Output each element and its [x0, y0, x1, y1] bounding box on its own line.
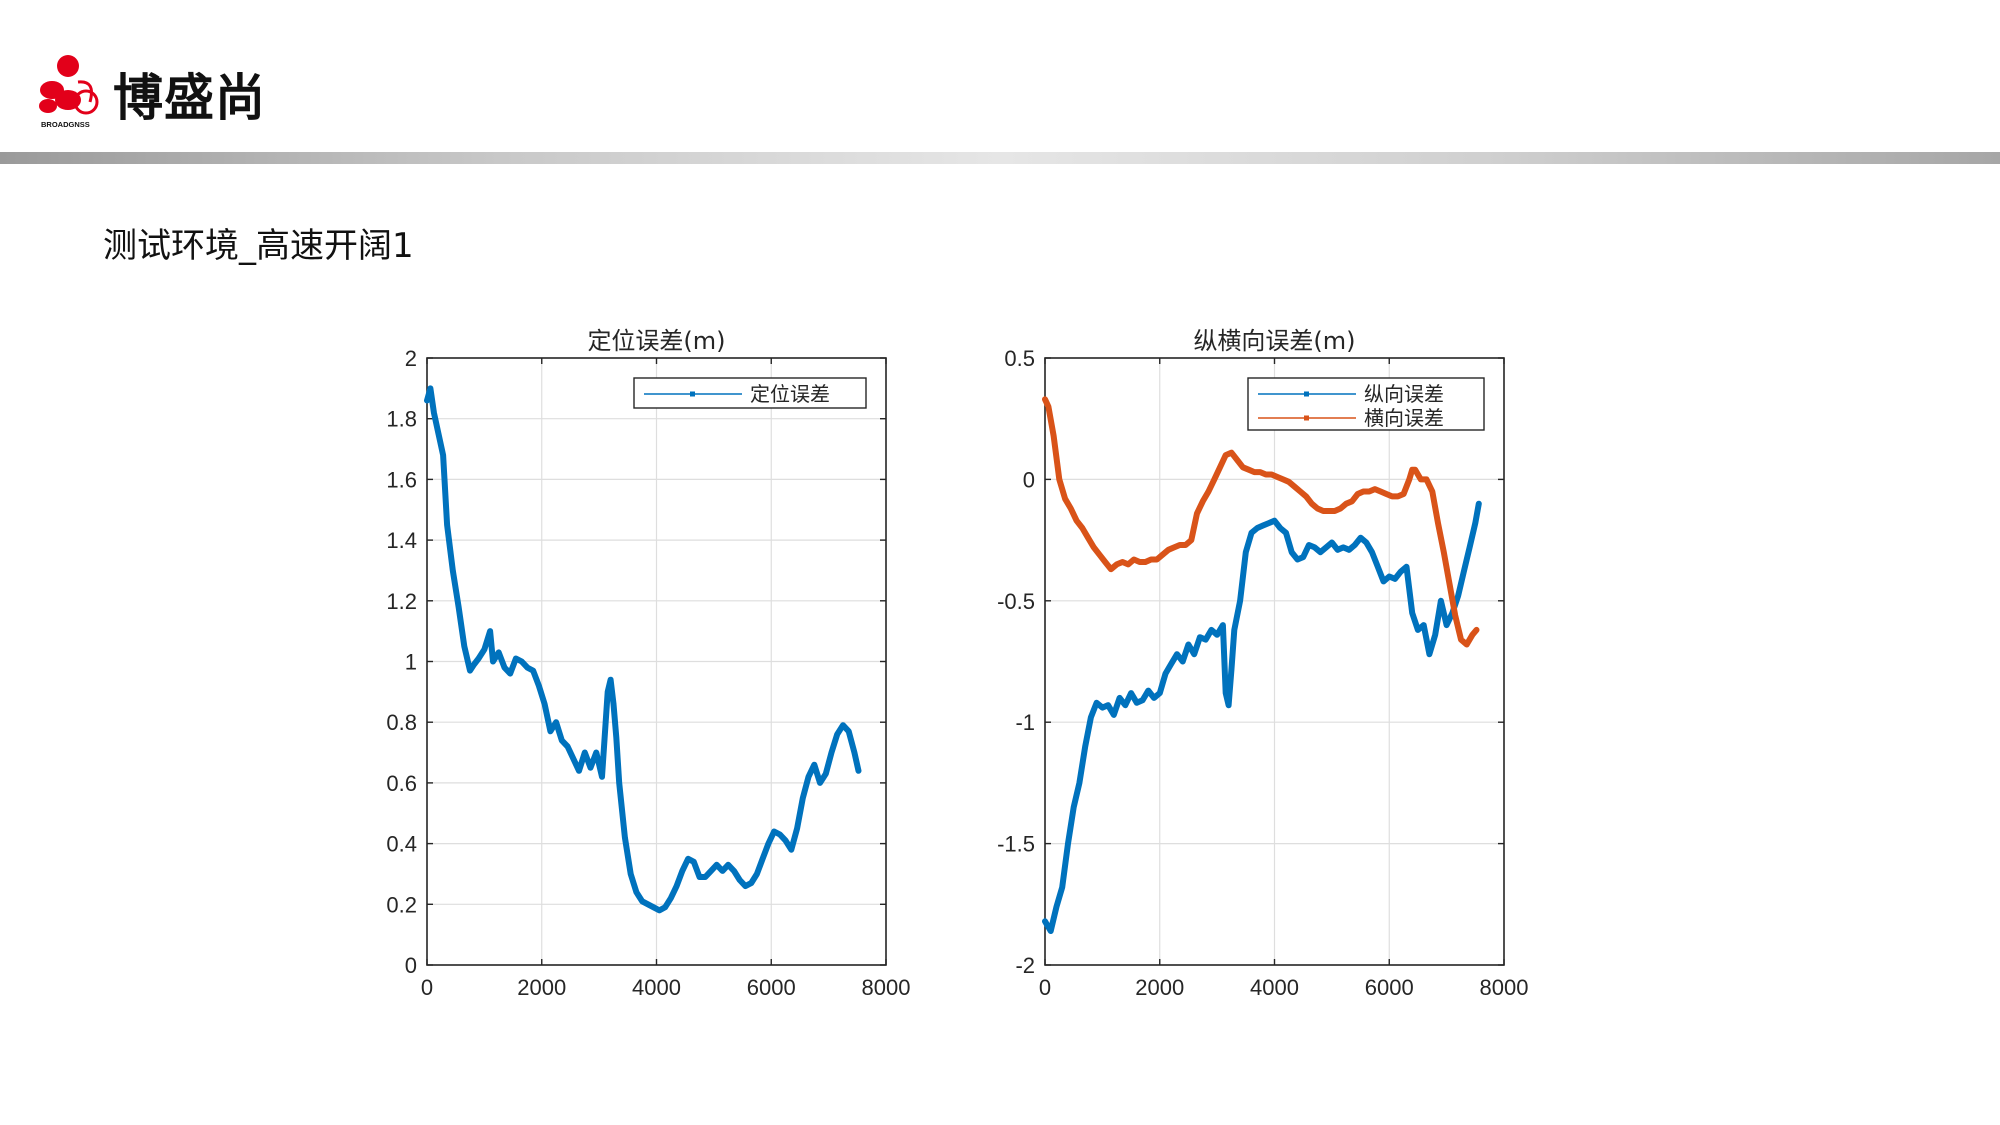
y-tick-label: 1.2: [386, 589, 417, 614]
x-tick-label: 2000: [1135, 975, 1184, 1000]
x-tick-label: 0: [421, 975, 433, 1000]
y-tick-label: 2: [405, 346, 417, 371]
legend-label: 纵向误差: [1364, 382, 1444, 406]
y-tick-label: -0.5: [997, 589, 1035, 614]
y-tick-label: -1.5: [997, 832, 1035, 857]
slide-title: 测试环境_高速开阔1: [103, 226, 414, 266]
chart-lon-lat-error: 0 2000 4000 6000 8000 -2 -1.5 -1 -0.5 0 0.5 纵横向误差(m…: [997, 327, 1528, 1000]
x-tick-label: 8000: [1480, 975, 1529, 1000]
y-tick-label: 0.6: [386, 771, 417, 796]
brand-name: 博盛尚: [113, 69, 266, 127]
legend-label: 定位误差: [750, 382, 830, 406]
y-tick-label: 1.8: [386, 407, 417, 432]
x-tick-label: 6000: [747, 975, 796, 1000]
x-tick-label: 4000: [632, 975, 681, 1000]
y-tick-label: 0: [405, 953, 417, 978]
series-line-1: [424, 385, 862, 914]
y-tick-label: 1.4: [386, 528, 417, 553]
y-tick-label: 0: [1023, 467, 1035, 492]
chart-position-error: 0 2000 4000 6000 8000 0 0.2 0.4 0.6 0.8 1 1.2 1.4 1.6…: [386, 327, 910, 1000]
y-tick-label: 0.5: [1004, 346, 1035, 371]
legend-marker: [1304, 391, 1309, 397]
legend-box: [633, 377, 867, 409]
y-tick-label: 1.6: [386, 467, 417, 492]
legend-marker: [1304, 415, 1309, 421]
legend-label: 横向误差: [1364, 406, 1444, 430]
chart-title: 纵横向误差(m): [1193, 327, 1355, 355]
x-tick-label: 0: [1039, 975, 1051, 1000]
series-line-2: [1042, 396, 1480, 648]
series-line-1: [1042, 500, 1482, 934]
chart-title: 定位误差(m): [587, 327, 725, 355]
x-tick-label: 2000: [517, 975, 566, 1000]
header: BROADGNSS 博盛尚: [0, 0, 2000, 164]
y-tick-label: 0.8: [386, 710, 417, 735]
legend-box: [1247, 377, 1485, 431]
y-tick-label: -1: [1015, 710, 1035, 735]
x-tick-label: 8000: [862, 975, 911, 1000]
y-tick-label: 0.2: [386, 892, 417, 917]
logo-text: BROADGNSS: [41, 120, 90, 129]
x-tick-label: 6000: [1365, 975, 1414, 1000]
brand-logo-icon: BROADGNSS: [39, 55, 99, 129]
y-tick-label: 1: [405, 650, 417, 675]
y-tick-label: 0.4: [386, 832, 417, 857]
x-tick-label: 4000: [1250, 975, 1299, 1000]
header-divider: [0, 152, 2000, 164]
y-tick-label: -2: [1015, 953, 1035, 978]
legend-marker: [690, 391, 695, 397]
